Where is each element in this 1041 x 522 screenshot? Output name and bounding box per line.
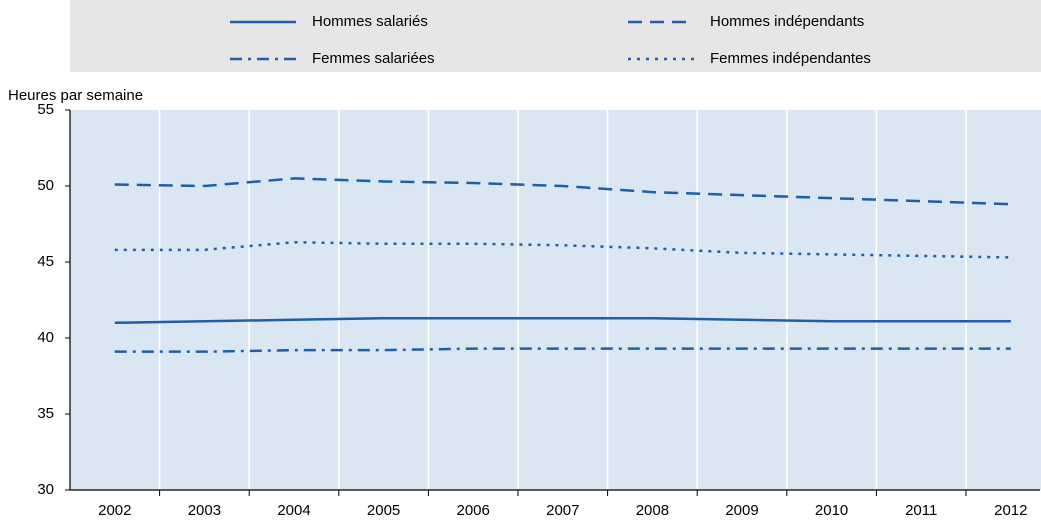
legend-label: Femmes salariées (312, 50, 435, 67)
x-tick-label: 2007 (546, 502, 579, 519)
series-line (114, 240, 1011, 259)
legend-label: Hommes salariés (312, 13, 428, 30)
x-tick-label: 2009 (725, 502, 758, 519)
y-tick-label: 35 (37, 405, 54, 422)
x-tick-label: 2002 (98, 502, 131, 519)
legend-box (70, 0, 1041, 72)
x-tick-label: 2003 (188, 502, 221, 519)
y-tick-label: 55 (37, 101, 54, 118)
x-tick-label: 2004 (277, 502, 310, 519)
legend-label: Hommes indépendants (710, 13, 864, 30)
series-line (114, 316, 1011, 325)
x-tick-label: 2011 (905, 502, 937, 519)
x-tick-label: 2010 (815, 502, 848, 519)
x-tick-label: 2012 (994, 502, 1027, 519)
legend-label: Femmes indépendantes (710, 50, 871, 67)
y-tick-label: 50 (37, 177, 54, 194)
y-tick-label: 30 (37, 481, 54, 498)
y-axis-label: Heures par semaine (8, 87, 143, 104)
series-line (114, 177, 1011, 206)
y-tick-label: 45 (37, 253, 54, 270)
y-tick-label: 40 (37, 329, 54, 346)
plot-area (70, 110, 1041, 490)
x-tick-label: 2006 (457, 502, 490, 519)
x-tick-label: 2005 (367, 502, 400, 519)
x-tick-label: 2008 (636, 502, 669, 519)
